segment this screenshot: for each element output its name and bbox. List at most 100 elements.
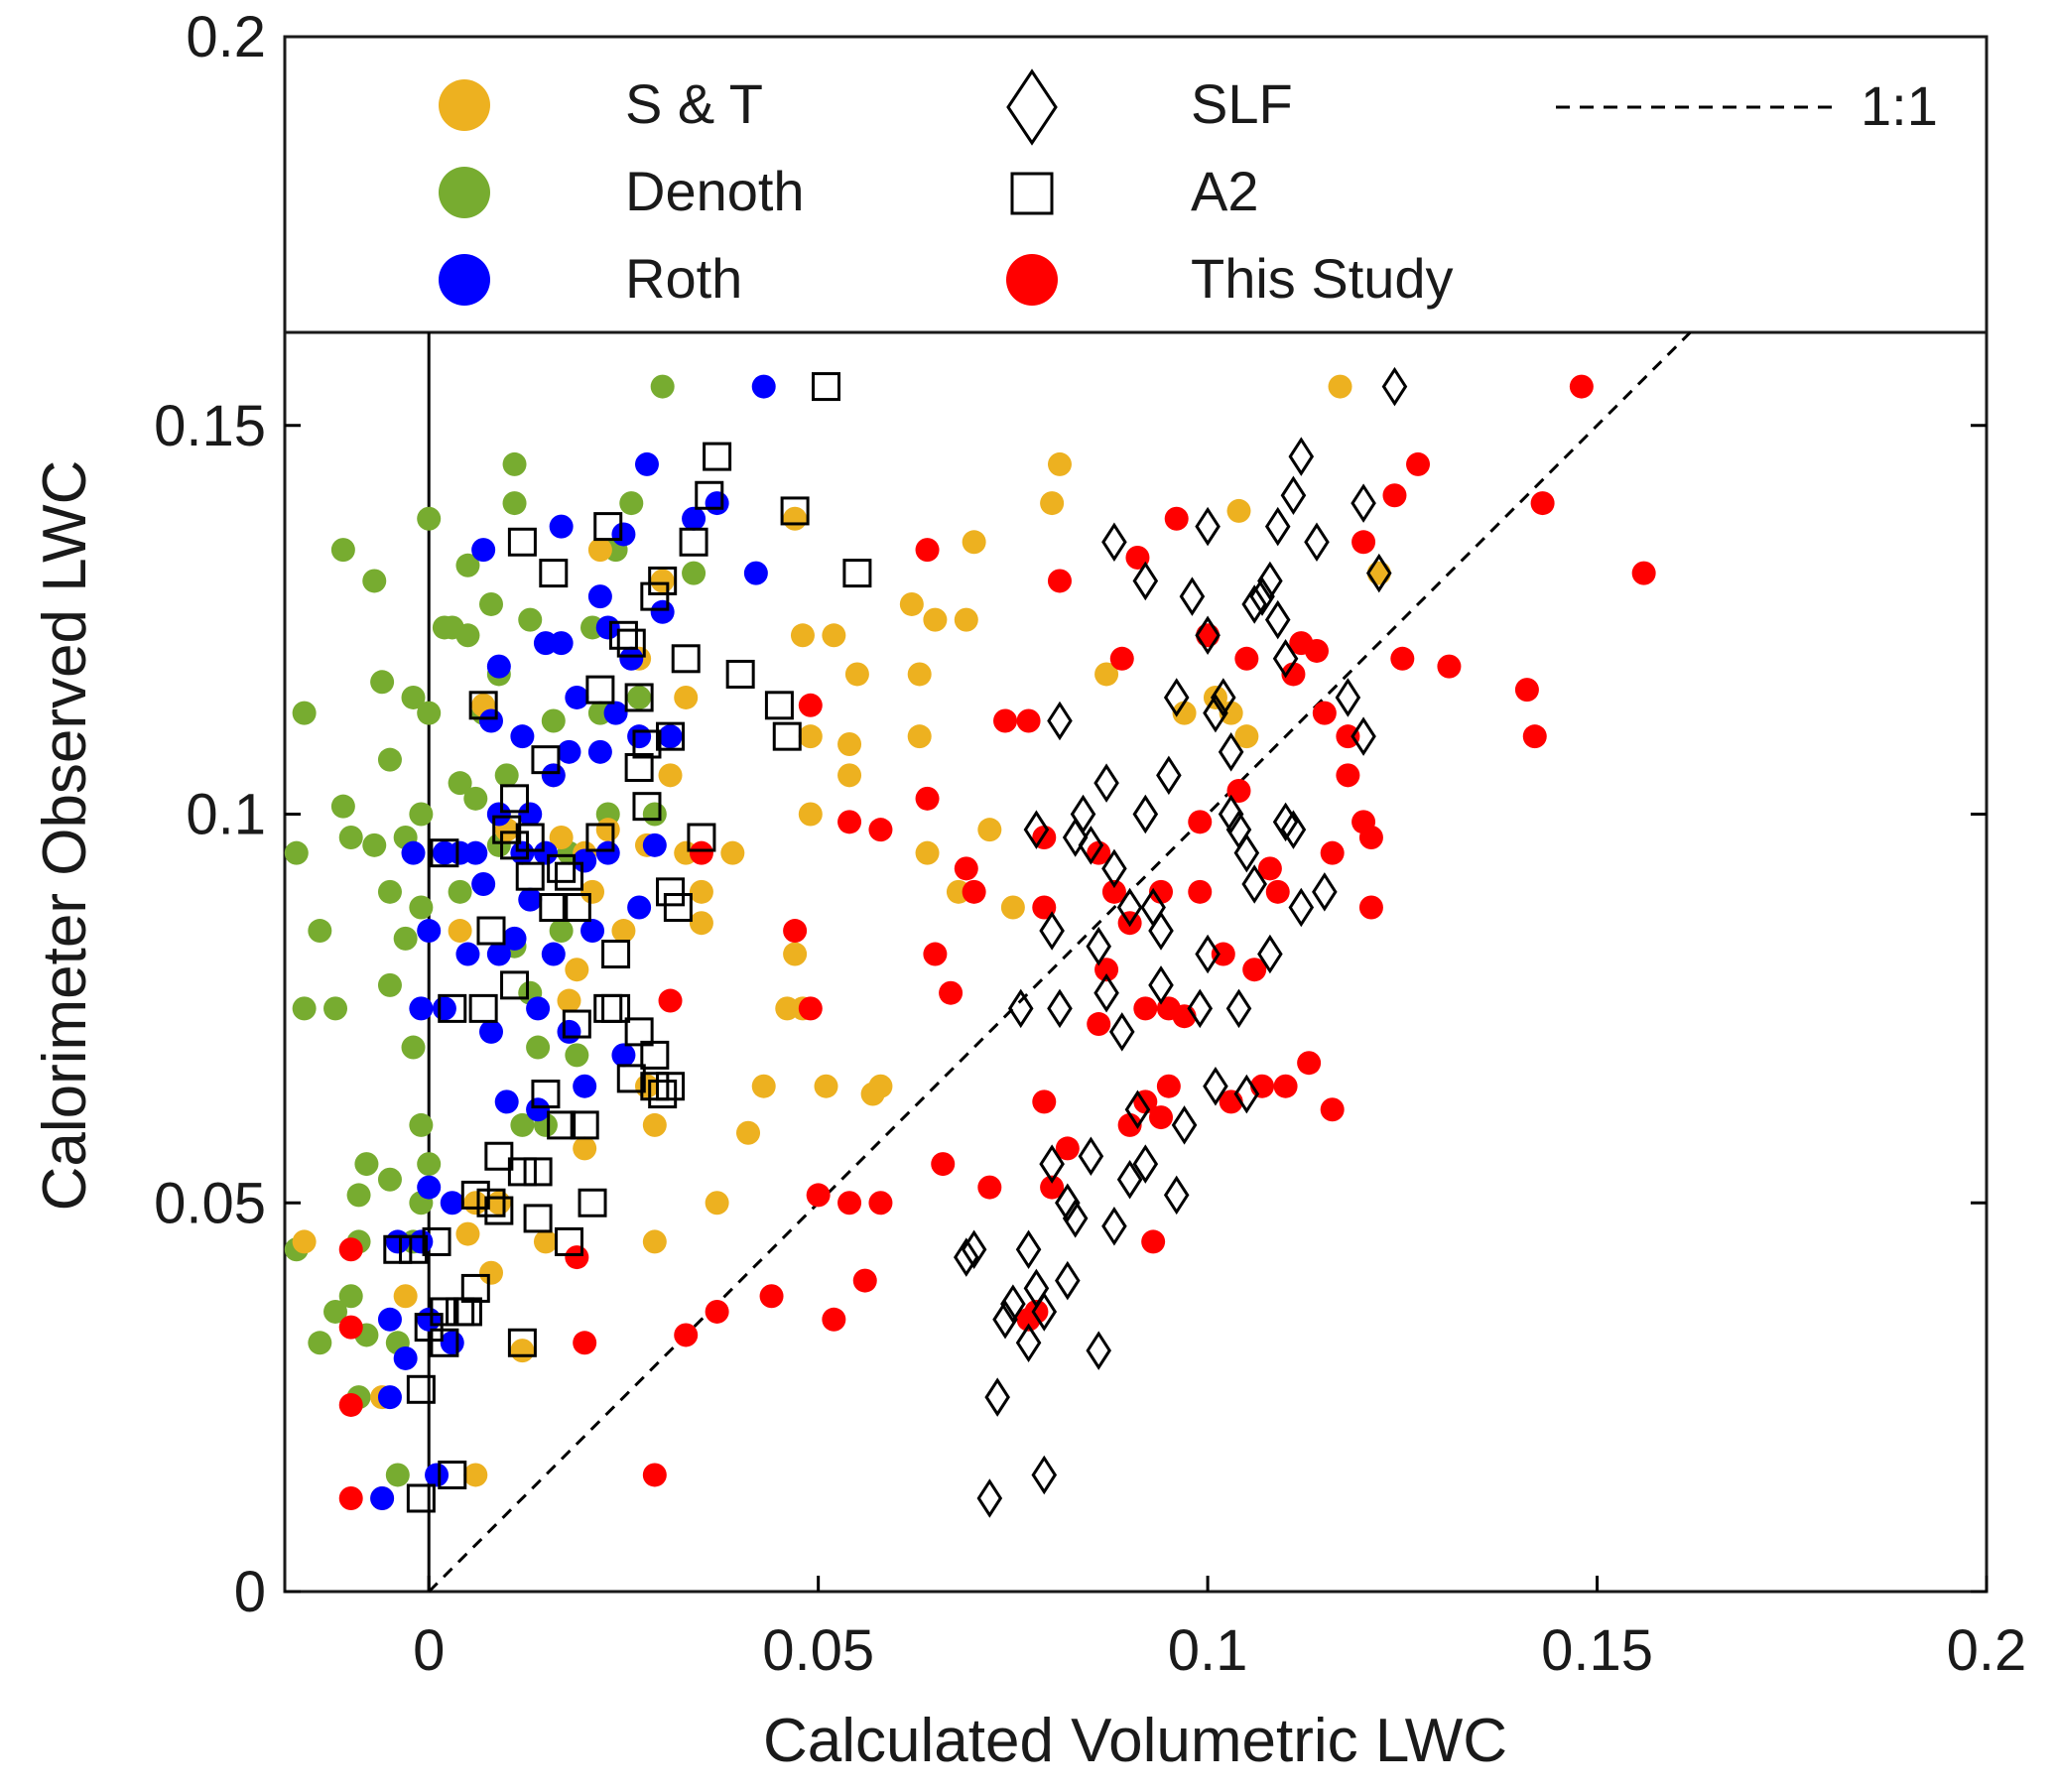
point-s-and-t bbox=[1040, 491, 1065, 516]
point-a2 bbox=[671, 644, 701, 674]
point-this-study bbox=[573, 1331, 597, 1355]
point-this-study bbox=[1234, 646, 1259, 671]
point-a2 bbox=[484, 1141, 514, 1171]
point-roth bbox=[478, 708, 503, 733]
point-slf bbox=[1101, 1206, 1127, 1246]
point-denoth bbox=[377, 879, 402, 904]
point-slf bbox=[1304, 522, 1330, 563]
point-a2 bbox=[601, 940, 631, 969]
point-roth bbox=[557, 739, 581, 764]
point-this-study bbox=[1149, 1105, 1174, 1130]
point-roth bbox=[393, 1345, 418, 1370]
point-roth bbox=[377, 1385, 402, 1410]
point-s-and-t bbox=[448, 919, 472, 944]
point-denoth bbox=[448, 879, 472, 904]
point-s-and-t bbox=[650, 569, 675, 593]
point-a2 bbox=[484, 1196, 514, 1225]
point-a2 bbox=[624, 752, 654, 782]
point-s-and-t bbox=[923, 607, 948, 632]
point-slf bbox=[1163, 1175, 1190, 1216]
point-this-study bbox=[939, 980, 964, 1005]
point-this-study bbox=[915, 786, 940, 811]
point-roth bbox=[580, 919, 605, 944]
point-this-study bbox=[1109, 646, 1134, 671]
legend-marker-roth bbox=[439, 254, 490, 306]
point-this-study bbox=[1320, 1097, 1345, 1122]
point-roth bbox=[463, 840, 488, 865]
one-to-one-line bbox=[428, 330, 1692, 1594]
y-tick-label: 0 bbox=[234, 1560, 266, 1624]
point-roth bbox=[549, 631, 574, 656]
point-slf bbox=[1015, 1323, 1042, 1363]
point-slf bbox=[1062, 1199, 1089, 1238]
point-roth bbox=[409, 996, 434, 1021]
point-s-and-t bbox=[720, 840, 745, 865]
point-slf bbox=[1233, 1074, 1260, 1114]
point-slf bbox=[1039, 911, 1065, 951]
point-slf bbox=[1000, 1284, 1026, 1324]
point-a2 bbox=[547, 853, 577, 883]
point-a2 bbox=[422, 1226, 451, 1256]
point-roth bbox=[440, 1331, 464, 1355]
point-s-and-t bbox=[1172, 701, 1197, 725]
point-s-and-t bbox=[962, 530, 986, 555]
point-this-study bbox=[689, 840, 713, 865]
point-a2 bbox=[500, 970, 530, 1000]
point-roth bbox=[502, 926, 527, 951]
point-roth bbox=[471, 538, 496, 563]
point-s-and-t bbox=[549, 826, 574, 850]
point-this-study bbox=[1273, 1074, 1298, 1098]
point-a2 bbox=[476, 1188, 506, 1217]
point-s-and-t bbox=[642, 1112, 667, 1137]
point-slf bbox=[1163, 678, 1190, 717]
point-this-study bbox=[338, 1392, 363, 1417]
point-slf bbox=[1093, 763, 1119, 803]
point-this-study bbox=[1226, 778, 1251, 803]
point-denoth bbox=[518, 607, 543, 632]
point-this-study bbox=[565, 1245, 589, 1270]
point-a2 bbox=[842, 559, 872, 588]
point-slf bbox=[1233, 832, 1260, 873]
point-a2 bbox=[547, 1110, 577, 1140]
point-s-and-t bbox=[689, 879, 713, 904]
point-this-study bbox=[1437, 654, 1462, 679]
point-this-study bbox=[837, 1191, 862, 1216]
point-slf bbox=[1047, 701, 1073, 741]
point-roth bbox=[401, 840, 426, 865]
point-denoth bbox=[409, 1112, 434, 1137]
point-a2 bbox=[656, 877, 686, 907]
point-this-study bbox=[705, 1299, 729, 1324]
point-a2 bbox=[562, 893, 591, 923]
series-roth bbox=[370, 374, 776, 1510]
x-tick-label: 0.1 bbox=[1168, 1618, 1248, 1683]
point-a2 bbox=[616, 1064, 646, 1093]
point-a2 bbox=[468, 691, 498, 720]
point-this-study bbox=[1156, 1074, 1181, 1098]
point-a2 bbox=[523, 1204, 553, 1233]
point-a2 bbox=[554, 1226, 583, 1256]
point-denoth bbox=[478, 591, 503, 616]
point-this-study bbox=[931, 1152, 956, 1177]
point-s-and-t bbox=[587, 538, 612, 563]
point-roth bbox=[518, 802, 543, 827]
point-roth bbox=[557, 1019, 581, 1044]
point-a2 bbox=[430, 1297, 459, 1327]
point-roth bbox=[627, 895, 652, 920]
point-this-study bbox=[1304, 638, 1329, 663]
point-a2 bbox=[554, 861, 583, 891]
point-s-and-t bbox=[478, 1260, 503, 1285]
point-this-study bbox=[642, 1463, 667, 1487]
point-roth bbox=[471, 872, 496, 897]
point-this-study bbox=[822, 1307, 846, 1332]
point-a2 bbox=[772, 721, 802, 751]
point-slf bbox=[1249, 576, 1275, 616]
point-a2 bbox=[585, 675, 615, 704]
point-this-study bbox=[1188, 810, 1213, 834]
point-slf bbox=[1031, 1292, 1058, 1332]
point-s-and-t bbox=[822, 623, 846, 648]
point-slf bbox=[1116, 887, 1143, 928]
point-a2 bbox=[648, 566, 678, 595]
point-denoth bbox=[346, 1183, 371, 1208]
point-roth bbox=[432, 996, 456, 1021]
